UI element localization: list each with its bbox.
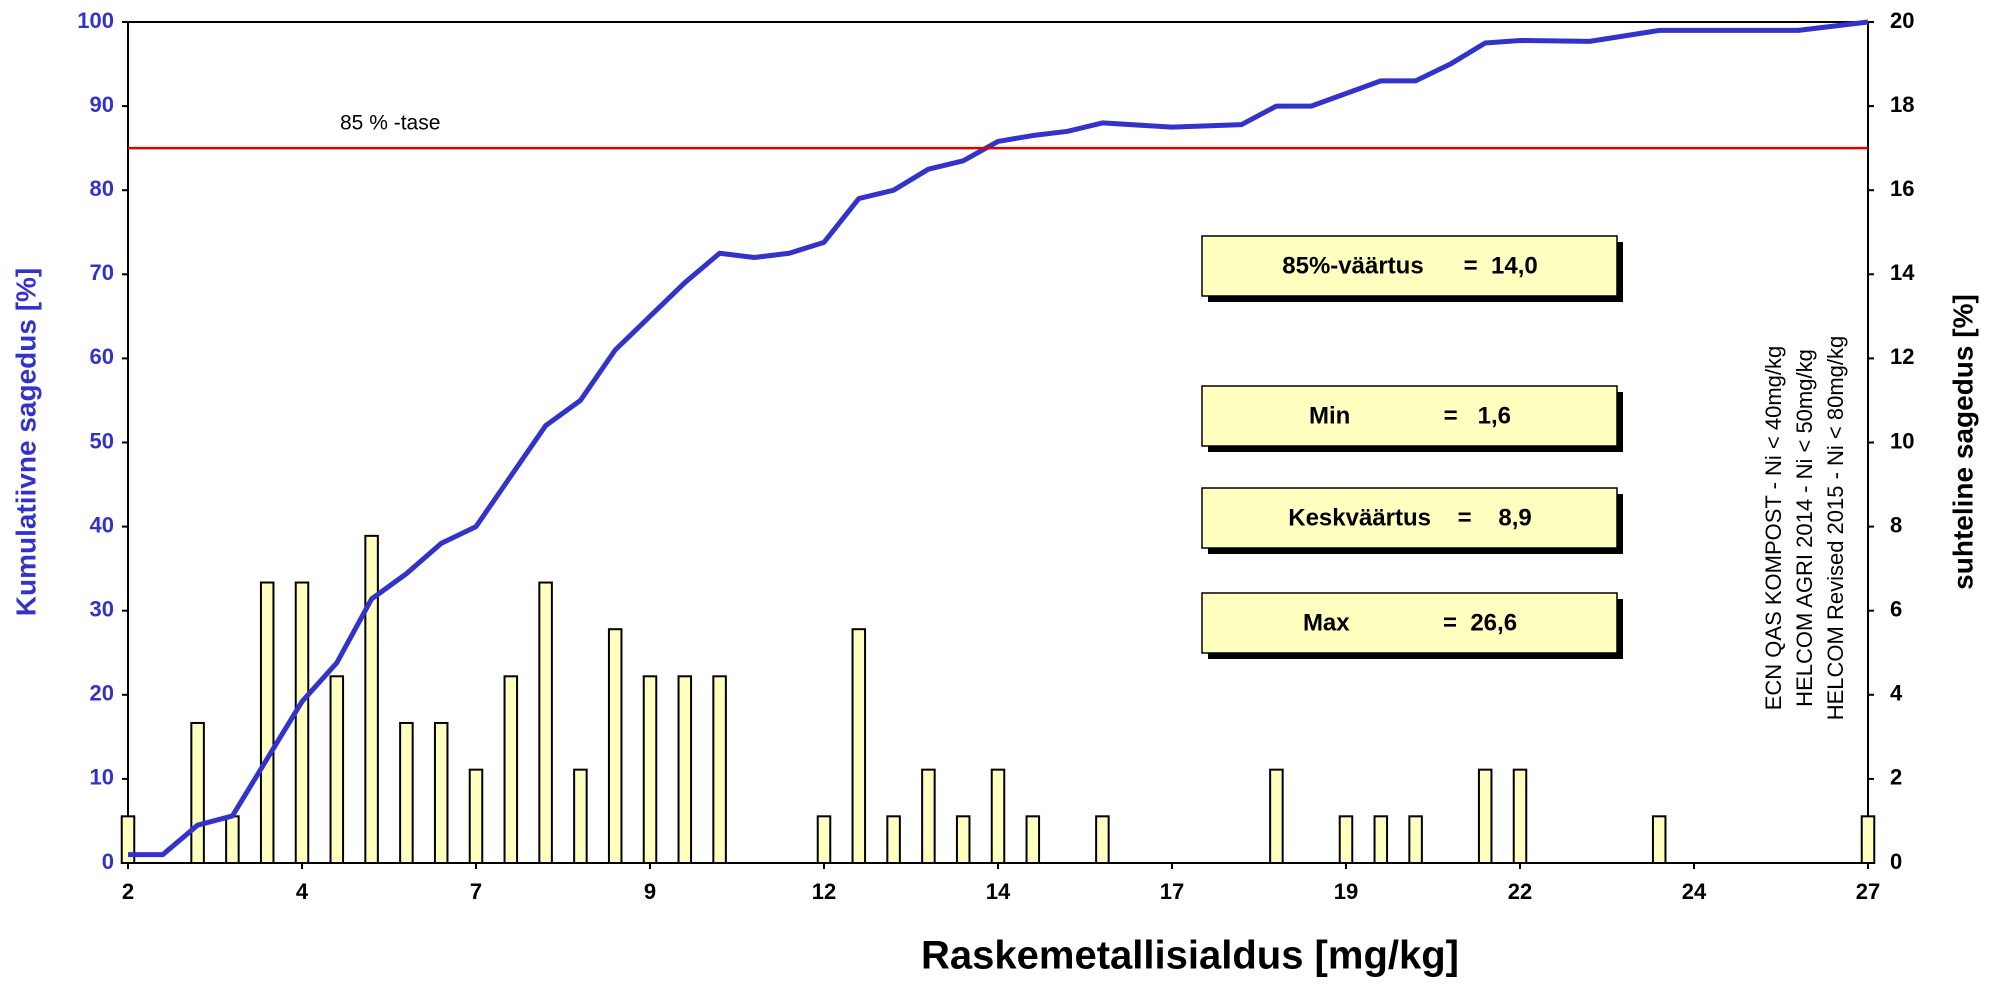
x-tick-label: 4 (296, 879, 309, 904)
y-axis-title: Kumulatiivne sagedus [%] (10, 268, 41, 617)
bar (329, 675, 345, 864)
bar (1025, 815, 1041, 865)
x-axis-title: Raskemetallisialdus [mg/kg] (921, 934, 1459, 978)
bar (1095, 815, 1110, 865)
side-note: HELCOM AGRI 2014 - Ni < 50mg/kg (1792, 349, 1817, 707)
y2-tick-label: 14 (1890, 260, 1915, 285)
bar (1512, 768, 1528, 864)
bar (1373, 815, 1389, 865)
x-tick-label: 2 (122, 879, 134, 904)
stat-box (1201, 385, 1618, 447)
bar (468, 768, 484, 864)
bar (677, 675, 693, 864)
y-tick-label: 40 (90, 512, 114, 537)
bar (642, 675, 658, 864)
y2-tick-label: 2 (1890, 765, 1902, 790)
x-tick-label: 12 (812, 879, 836, 904)
bar (1408, 815, 1423, 865)
y2-tick-label: 8 (1890, 512, 1902, 537)
y-tick-label: 80 (90, 176, 114, 201)
bar (225, 815, 240, 865)
stat-text: Keskväärtus = 8,9 (1288, 504, 1531, 531)
y-tick-label: 20 (90, 681, 114, 706)
bar (1860, 815, 1876, 865)
bar (364, 534, 379, 864)
stat-text: Min = 1,6 (1309, 402, 1511, 429)
reference-label: 85 % -tase (340, 112, 440, 135)
y2-tick-label: 6 (1890, 597, 1902, 622)
y2-tick-label: 20 (1890, 8, 1914, 33)
stat-box (1201, 592, 1618, 654)
x-tick-label: 24 (1682, 879, 1707, 904)
y-tick-label: 30 (90, 597, 114, 622)
y-tick-label: 90 (90, 92, 114, 117)
stat-text: 85%-väärtus = 14,0 (1282, 252, 1537, 279)
bar (955, 815, 971, 865)
y2-tick-label: 12 (1890, 344, 1914, 369)
bar (503, 675, 519, 864)
y2-tick-label: 18 (1890, 92, 1914, 117)
bar (1338, 815, 1354, 865)
bar (538, 581, 553, 864)
bar (1477, 768, 1493, 864)
x-tick-label: 9 (644, 879, 656, 904)
stat-box (1201, 235, 1618, 297)
bar (1651, 815, 1667, 865)
y-tick-label: 10 (90, 765, 114, 790)
bar (607, 628, 623, 865)
bar (990, 768, 1006, 864)
x-tick-label: 19 (1334, 879, 1358, 904)
y2-tick-label: 10 (1890, 428, 1914, 453)
bar (294, 581, 310, 864)
bar (712, 675, 727, 864)
x-tick-label: 22 (1508, 879, 1532, 904)
y-tick-label: 70 (90, 260, 114, 285)
x-tick-label: 27 (1856, 879, 1880, 904)
y2-tick-label: 0 (1890, 849, 1902, 874)
bar (399, 721, 414, 865)
bar (573, 768, 588, 864)
bar (886, 815, 901, 865)
bar (190, 721, 205, 865)
bar (1269, 768, 1284, 864)
y2-tick-label: 16 (1890, 176, 1914, 201)
y-tick-label: 0 (102, 849, 114, 874)
x-tick-label: 17 (1160, 879, 1184, 904)
cumulative-line (128, 19, 1869, 858)
bar (851, 628, 867, 865)
bar (120, 815, 136, 865)
y2-tick-label: 4 (1890, 681, 1903, 706)
bar (259, 581, 275, 864)
y-tick-label: 100 (77, 8, 114, 33)
stat-box (1201, 487, 1618, 549)
side-note: ECN QAS KOMPOST - Ni < 40mg/kg (1761, 346, 1786, 711)
bar (433, 721, 449, 865)
x-tick-label: 14 (986, 879, 1011, 904)
y-tick-label: 50 (90, 428, 114, 453)
y-tick-label: 60 (90, 344, 114, 369)
x-tick-label: 7 (470, 879, 482, 904)
bar (816, 815, 832, 865)
y2-axis-title: suhteline sagedus [%] (1947, 294, 1978, 590)
bar (921, 768, 936, 864)
side-note: HELCOM Revised 2015 - Ni < 80mg/kg (1823, 336, 1848, 721)
stat-text: Max = 26,6 (1303, 609, 1517, 636)
